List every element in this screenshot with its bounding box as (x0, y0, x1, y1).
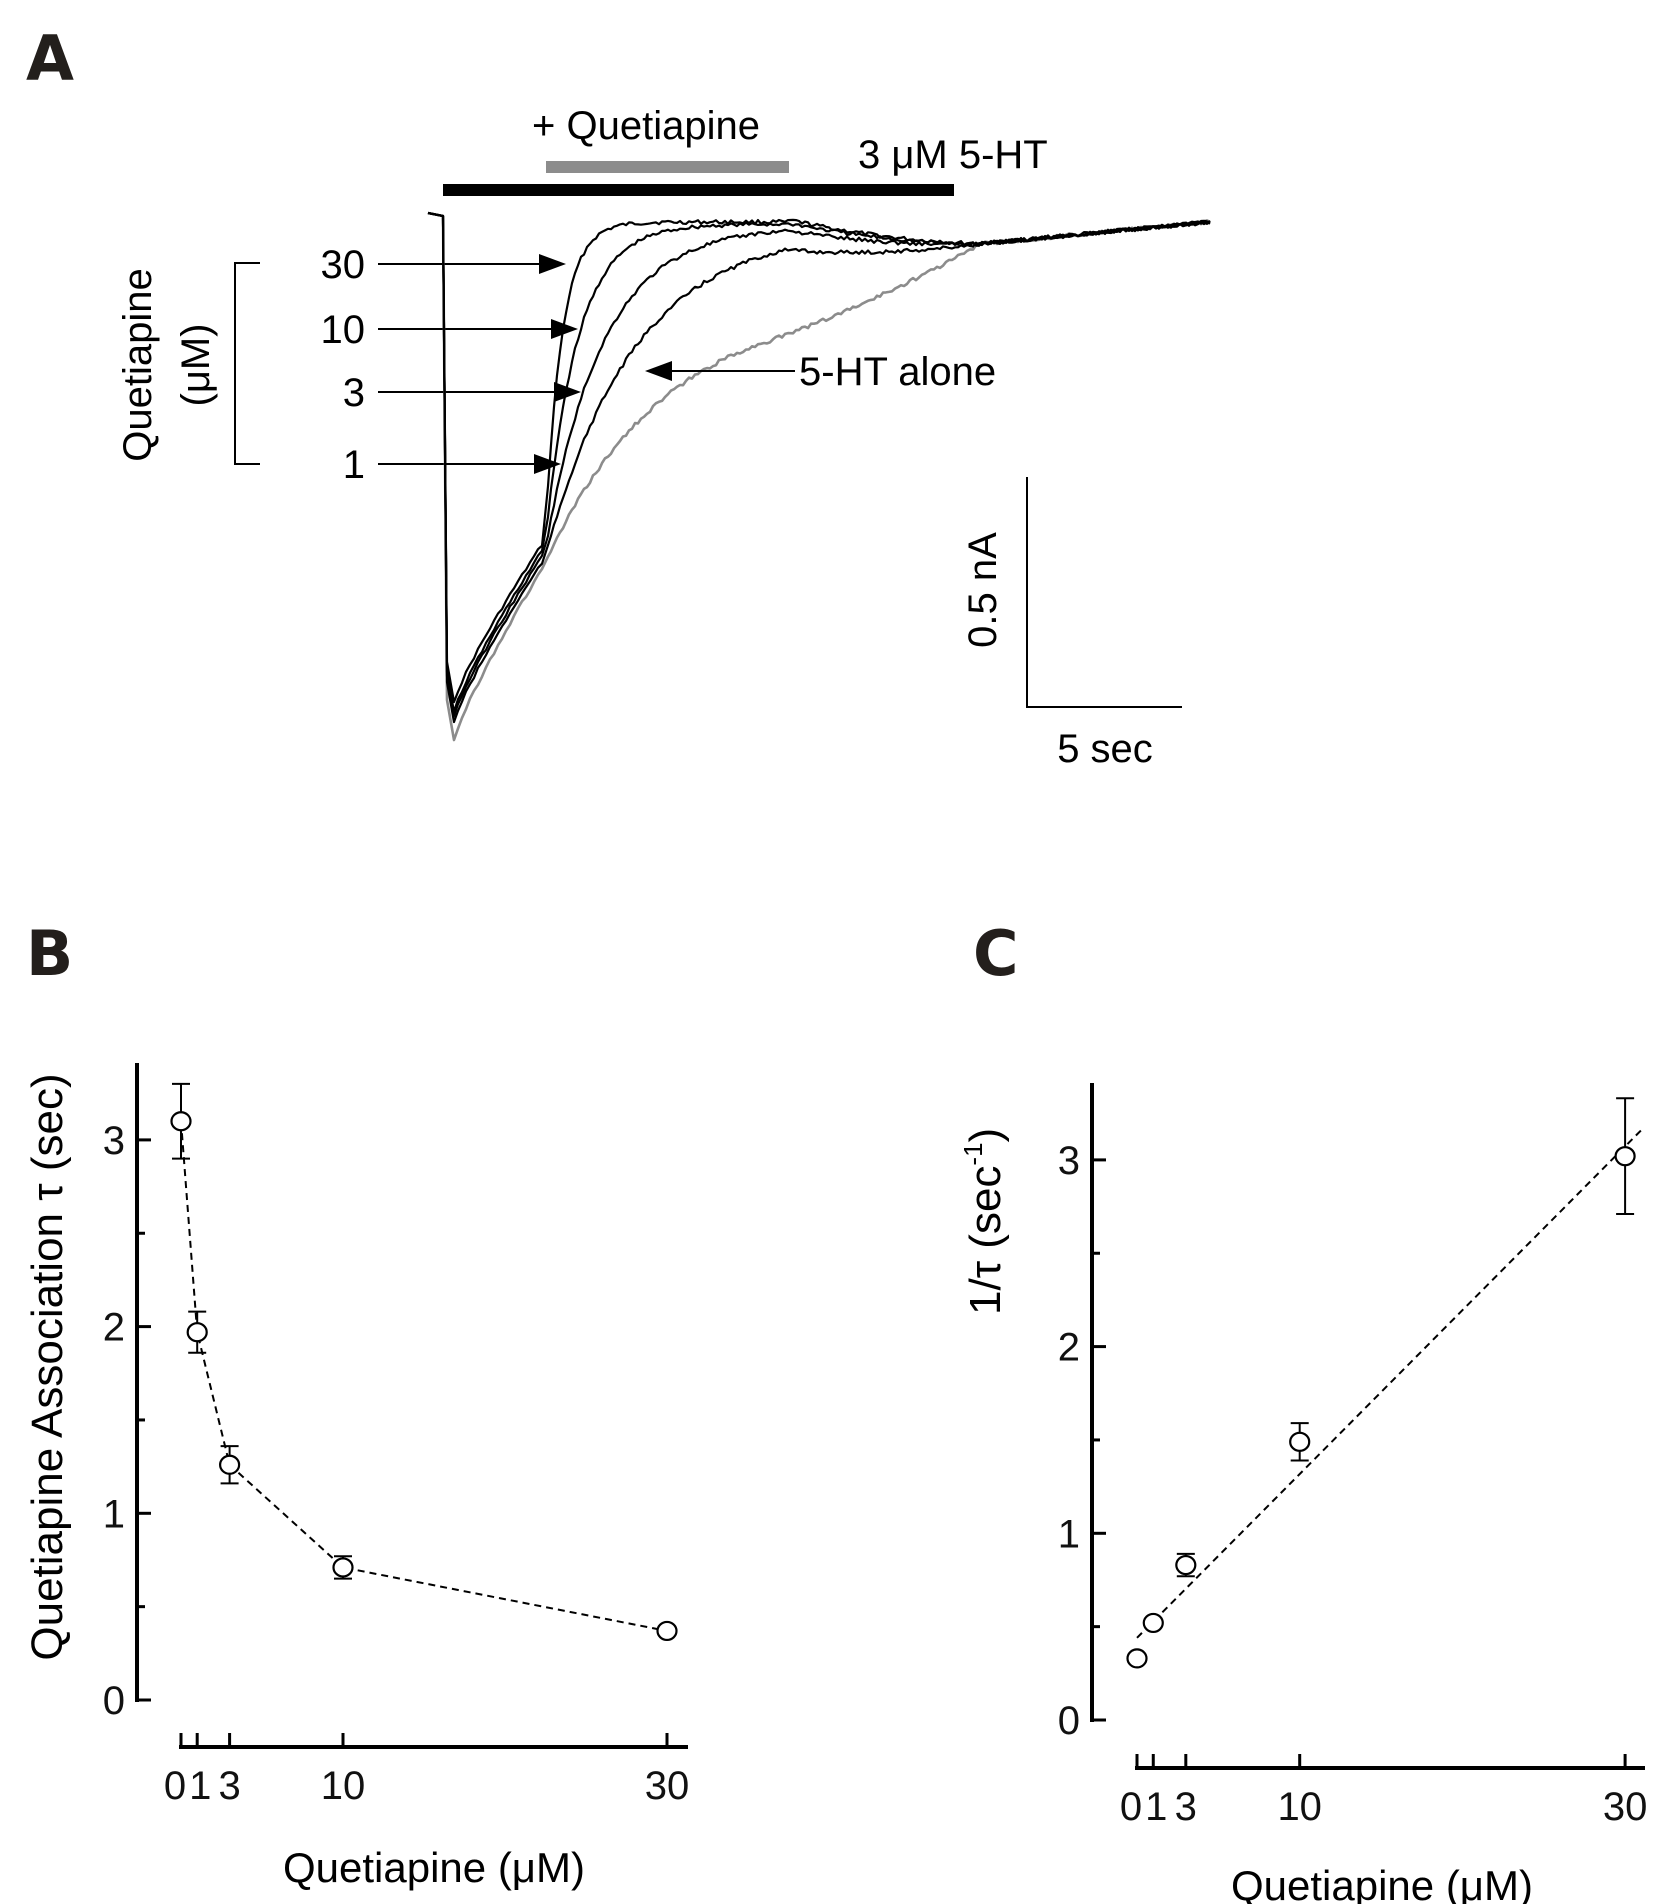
legend-concentration-label: 3 (343, 371, 365, 415)
panel-b-data-point (332, 1557, 354, 1578)
panel-c-y-tick-label: 1 (1058, 1512, 1080, 1556)
panel-b-x-tick-label: 1 (189, 1764, 211, 1808)
panel-c-x-axis-label: Quetiapine (μM) (1231, 1862, 1533, 1904)
panel-b-data-point (170, 1111, 192, 1132)
panel-b-x-tick-label: 10 (321, 1764, 366, 1808)
panel-b-y-axis-label: Quetiapine Association τ (sec) (23, 1073, 72, 1660)
panel-c-y-tick-label: 3 (1058, 1139, 1080, 1183)
panel-b-data-point (656, 1620, 678, 1642)
panel-c-x-tick-label: 10 (1277, 1785, 1322, 1829)
panel-label-b: B (26, 917, 73, 990)
panel-b-y-tick-label: 2 (103, 1306, 125, 1350)
current-trace-5-ht-alone (427, 211, 1211, 742)
panel-b-x-tick-label: 30 (645, 1764, 690, 1808)
legend-arrow-head (539, 254, 566, 274)
legend-concentration-label: 1 (343, 443, 365, 487)
legend-group-unit: (μM) (174, 323, 218, 406)
control-label: 5-HT alone (799, 350, 996, 394)
scale-bar-current-label: 0.5 nA (961, 532, 1005, 648)
drug-application-bar (546, 161, 789, 173)
panel-b-x-axis-label: Quetiapine (μM) (283, 1844, 585, 1891)
agonist-bar-label: 3 μM 5-HT (858, 133, 1048, 177)
agonist-application-bar (443, 184, 954, 196)
legend-arrow-head (551, 319, 578, 339)
panel-b-connecting-line (180, 1121, 668, 1632)
legend-bracket (234, 262, 260, 465)
legend-group-label: Quetiapine (116, 268, 160, 461)
panel-a-traces: + Quetiapine 3 μM 5-HT Quetiapine (μM) 3… (116, 104, 1211, 771)
panel-c-x-tick-label: 0 (1120, 1785, 1142, 1829)
panel-c-y-tick-label: 2 (1058, 1326, 1080, 1370)
panel-c-x-tick-label: 30 (1603, 1785, 1648, 1829)
panel-b-y-tick-label: 0 (103, 1679, 125, 1723)
panel-c-y-axis-label-close: ) (961, 1128, 1010, 1143)
panel-c-x-tick-label: 1 (1145, 1785, 1167, 1829)
panel-c-fit-line (1136, 1129, 1643, 1639)
panel-c-data-point (1175, 1554, 1197, 1576)
legend-concentration-label: 30 (321, 243, 366, 287)
control-arrow-head (645, 361, 672, 381)
drug-bar-label: + Quetiapine (532, 104, 760, 148)
legend-arrow-head (554, 382, 581, 402)
panel-b-data-point (219, 1454, 241, 1475)
panel-c-data-point (1142, 1612, 1164, 1634)
legend-concentration-label: 10 (321, 308, 366, 352)
panel-c-data-point (1289, 1431, 1311, 1452)
panel-b-data-point (186, 1322, 208, 1343)
panel-b-x-tick-label: 0 (164, 1764, 186, 1808)
panel-c-y-tick-label: 0 (1058, 1699, 1080, 1743)
current-trace-10 (427, 211, 1211, 714)
panel-label-a: A (26, 22, 74, 95)
panel-c-data-point (1126, 1648, 1148, 1669)
scale-bar (1026, 477, 1182, 708)
scale-bar-time-label: 5 sec (1057, 727, 1153, 771)
panel-b-chart: Quetiapine Association τ (sec) Quetiapin… (23, 1063, 689, 1891)
panel-label-c: C (973, 917, 1019, 990)
panel-b-y-tick-label: 3 (103, 1119, 125, 1163)
legend-arrow-head (534, 454, 561, 474)
panel-b-x-tick-label: 3 (218, 1764, 240, 1808)
panel-c-data-point (1614, 1146, 1636, 1167)
panel-c-y-axis-label-main: 1/τ (sec (961, 1166, 1010, 1315)
panel-c-x-tick-label: 3 (1175, 1785, 1197, 1829)
current-trace-30 (427, 211, 1211, 704)
panel-c-y-axis-label-superscript: -1 (958, 1142, 988, 1165)
panel-b-y-tick-label: 1 (103, 1492, 125, 1536)
panel-c-y-axis-label: 1/τ (sec-1) (958, 1128, 1010, 1315)
